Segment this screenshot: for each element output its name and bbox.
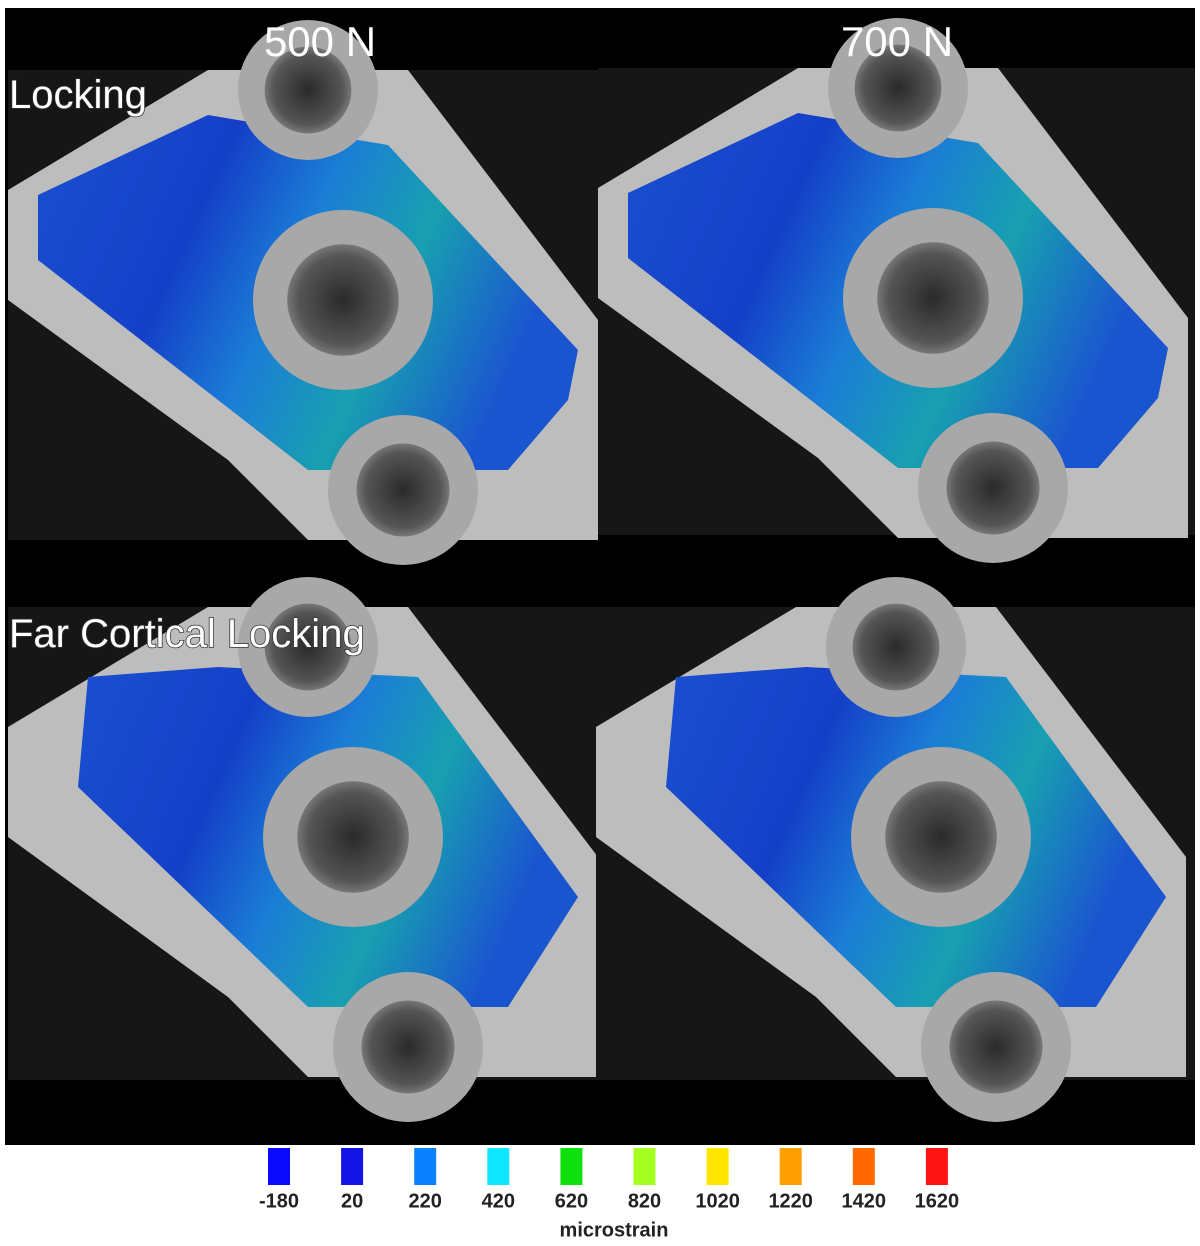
legend-label: 1220 bbox=[768, 1190, 813, 1212]
legend-label: 820 bbox=[628, 1190, 661, 1212]
legend-swatch bbox=[926, 1148, 948, 1185]
image-panel bbox=[596, 577, 1195, 1122]
row-label: Locking bbox=[9, 73, 147, 117]
legend-swatch bbox=[707, 1148, 729, 1185]
hole bbox=[357, 444, 450, 537]
image-panel bbox=[598, 18, 1195, 563]
legend-swatch bbox=[634, 1148, 656, 1185]
legend-swatch bbox=[268, 1148, 290, 1185]
legend-swatch bbox=[560, 1148, 582, 1185]
legend-label: 220 bbox=[409, 1190, 442, 1212]
hole bbox=[950, 1001, 1043, 1094]
legend-label: 620 bbox=[555, 1190, 588, 1212]
legend-swatch bbox=[780, 1148, 802, 1185]
column-header: 700 N bbox=[841, 18, 953, 65]
column-header: 500 N bbox=[264, 18, 376, 65]
hole bbox=[877, 242, 989, 354]
hole bbox=[287, 244, 399, 356]
legend-label: 1420 bbox=[842, 1190, 887, 1212]
figure: 500 N 700 N Locking Far Cortical Locking… bbox=[0, 0, 1200, 1246]
legend-swatch bbox=[853, 1148, 875, 1185]
hole bbox=[947, 442, 1040, 535]
legend-label: -180 bbox=[259, 1190, 299, 1212]
hole bbox=[362, 1001, 455, 1094]
legend-swatch bbox=[487, 1148, 509, 1185]
legend-label: 1620 bbox=[915, 1190, 960, 1212]
legend-title: microstrain bbox=[560, 1219, 669, 1241]
legend-label: 420 bbox=[482, 1190, 515, 1212]
legend-swatch bbox=[341, 1148, 363, 1185]
legend-label: 1020 bbox=[695, 1190, 740, 1212]
hole bbox=[885, 781, 997, 893]
row-label: Far Cortical Locking bbox=[9, 612, 365, 656]
image-panel bbox=[8, 577, 598, 1122]
hole bbox=[853, 604, 940, 691]
legend-label: 20 bbox=[341, 1190, 363, 1212]
hole bbox=[297, 781, 409, 893]
legend-swatch bbox=[414, 1148, 436, 1185]
